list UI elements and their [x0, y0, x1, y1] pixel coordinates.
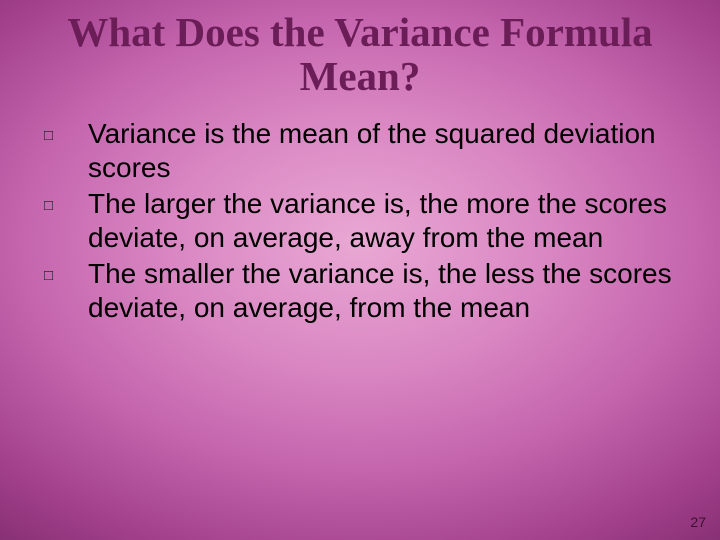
slide-body: □ Variance is the mean of the squared de…	[0, 99, 720, 326]
slide-title: What Does the Variance Formula Mean?	[0, 0, 720, 99]
bullet-mark-icon: □	[44, 257, 88, 293]
bullet-item: □ The smaller the variance is, the less …	[44, 257, 676, 325]
bullet-item: □ The larger the variance is, the more t…	[44, 187, 676, 255]
bullet-mark-icon: □	[44, 187, 88, 223]
bullet-text: The smaller the variance is, the less th…	[88, 257, 676, 325]
bullet-text: The larger the variance is, the more the…	[88, 187, 676, 255]
slide: What Does the Variance Formula Mean? □ V…	[0, 0, 720, 540]
page-number: 27	[690, 514, 706, 530]
bullet-item: □ Variance is the mean of the squared de…	[44, 117, 676, 185]
bullet-mark-icon: □	[44, 117, 88, 153]
bullet-text: Variance is the mean of the squared devi…	[88, 117, 676, 185]
